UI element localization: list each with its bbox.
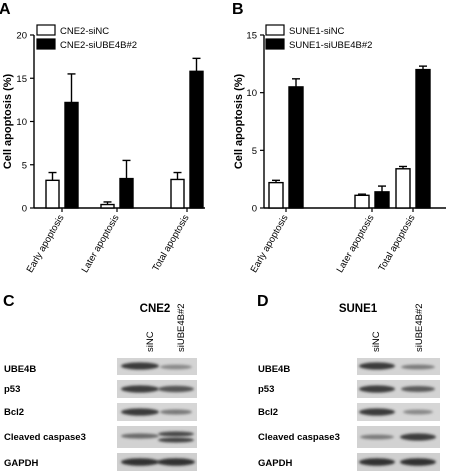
chart-b: 0 5 10 15 Cell apoptosis (%) Early apoptosis L…	[233, 24, 446, 275]
blot-c-row-label: Bcl2	[4, 407, 24, 418]
blot-c-row-label: GAPDH	[4, 458, 38, 469]
blot-d-title: SUNE1	[339, 303, 378, 315]
blot-c-title: CNE2	[140, 303, 171, 315]
blot-d-row-label: Bcl2	[258, 407, 278, 418]
band	[160, 409, 192, 415]
band	[121, 362, 159, 370]
y-tick-label: 15	[246, 31, 257, 42]
band	[360, 434, 394, 440]
blot-c-membranes	[117, 358, 197, 471]
blot-strip	[357, 453, 440, 471]
band	[121, 385, 159, 393]
band	[359, 362, 395, 370]
blot-d-row-label: p53	[258, 384, 274, 395]
blot-c-row-label: Cleaved caspase3	[4, 432, 86, 443]
bar	[395, 168, 411, 209]
blot-d-row-label: GAPDH	[258, 458, 292, 469]
bar	[268, 181, 284, 209]
bar	[64, 101, 79, 209]
y-tick-label: 20	[16, 31, 27, 42]
legend-swatch	[265, 24, 285, 36]
band	[158, 437, 194, 443]
y-tick-label: 15	[16, 74, 27, 85]
bar	[189, 70, 204, 209]
band	[359, 408, 395, 416]
x-tick-label: Early apoptosis	[25, 213, 67, 275]
y-axis-label: Cell apoptosis (%)	[233, 73, 245, 169]
legend-label: SUNE1-siUBE4B#2	[289, 40, 372, 51]
x-tick-label: Later apoptosis	[335, 213, 377, 275]
band	[400, 433, 436, 441]
chart-a: 0 5 10 15 20 Cell apoptosis (%) Early apoptosi…	[2, 24, 205, 275]
y-tick-label: 5	[252, 146, 257, 157]
blot-strip	[357, 358, 440, 375]
blot-d-row-label: Cleaved caspase3	[258, 432, 340, 443]
blot-d-lane-2: siUBE4B#2	[414, 303, 425, 352]
blot-d-membranes	[357, 358, 440, 471]
band	[121, 458, 159, 466]
blot-c-lane-2: siUBE4B#2	[176, 303, 187, 352]
y-axis-label: Cell apoptosis (%)	[2, 73, 14, 169]
panel-letter-b: B	[232, 1, 244, 18]
band	[158, 385, 194, 393]
y-tick-label: 10	[246, 88, 257, 99]
blot-strip	[357, 380, 440, 398]
blot-c-row-label: UBE4B	[4, 364, 36, 375]
bar	[119, 177, 134, 209]
band	[160, 364, 192, 370]
band	[401, 386, 435, 392]
band	[121, 433, 159, 439]
bar	[354, 194, 370, 209]
legend-label: CNE2-siNC	[60, 26, 109, 37]
legend-swatch	[36, 38, 56, 50]
legend-swatch	[36, 24, 56, 36]
blot-strip	[357, 403, 440, 421]
legend-swatch	[265, 38, 285, 50]
panel-letter-d: D	[257, 293, 269, 310]
band	[359, 385, 395, 393]
panel-letter-c: C	[3, 293, 15, 310]
bar	[45, 179, 60, 209]
bar	[374, 191, 390, 209]
band	[359, 458, 395, 466]
panel-letter-a: A	[0, 1, 11, 18]
legend-label: SUNE1-siNC	[289, 26, 345, 37]
y-tick-label: 0	[252, 204, 257, 215]
blot-d-lane-1: siNC	[371, 331, 382, 352]
blot-strip	[357, 426, 440, 448]
blot-d-row-label: UBE4B	[258, 364, 290, 375]
band	[400, 458, 436, 466]
x-tick-label: Early apoptosis	[249, 213, 291, 275]
y-tick-label: 0	[22, 204, 27, 215]
y-tick-label: 5	[22, 160, 27, 171]
legend-label: CNE2-siUBE4B#2	[60, 40, 137, 51]
band	[158, 431, 194, 437]
x-tick-label: Total apoptosis	[150, 213, 191, 274]
x-tick-label: Later apoptosis	[80, 213, 122, 275]
bar	[415, 68, 431, 209]
bar	[170, 178, 185, 209]
bar	[288, 86, 304, 209]
band	[403, 409, 433, 415]
blot-c-lane-1: siNC	[145, 331, 156, 352]
band	[121, 408, 159, 416]
band	[157, 458, 195, 466]
bar	[100, 203, 115, 209]
x-tick-label: Total apoptosis	[376, 213, 417, 274]
y-tick-label: 10	[16, 117, 27, 128]
blot-c-row-label: p53	[4, 384, 20, 395]
band	[401, 364, 435, 370]
